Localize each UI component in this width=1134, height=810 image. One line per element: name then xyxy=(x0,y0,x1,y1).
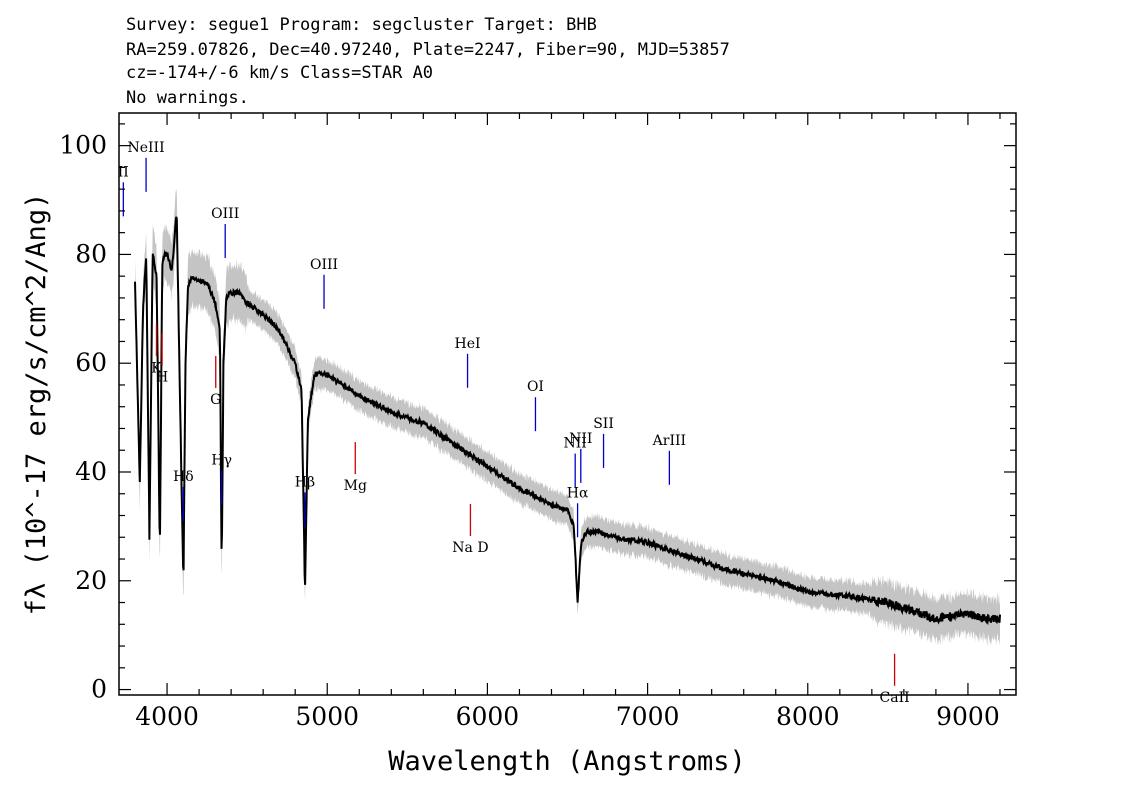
spectral-line-labels: IINeIIIHδHγOIIIHβOIIIHeIOINIIHαNIISIIArI… xyxy=(118,140,910,706)
x-axis-ticks: 4000 5000 6000 7000 8000 9000 xyxy=(135,113,1001,731)
line-marker-ariii: ArIII xyxy=(652,433,686,485)
line-marker-hα: Hα xyxy=(567,485,589,538)
line-marker-mg: Mg xyxy=(344,442,367,494)
x-tick-label: 9000 xyxy=(936,702,1000,731)
flux-series-line xyxy=(134,216,1001,626)
header-line-4: No warnings. xyxy=(126,88,249,108)
line-marker-label: K xyxy=(151,360,162,376)
x-tick-label: 4000 xyxy=(135,702,199,731)
line-marker-label: G xyxy=(210,392,221,408)
line-marker-label: OI xyxy=(527,379,544,395)
line-marker-g: G xyxy=(210,355,221,408)
y-tick-label: 0 xyxy=(91,675,107,704)
line-marker-hβ: Hβ xyxy=(295,474,315,527)
line-marker-label: II xyxy=(118,164,129,180)
line-marker-label: Na D xyxy=(452,540,488,556)
flux-error-band-area xyxy=(135,188,1000,646)
x-tick-label: 6000 xyxy=(456,702,520,731)
line-marker-label: NeIII xyxy=(127,140,164,156)
y-tick-label: 60 xyxy=(75,348,107,377)
line-marker-label: H xyxy=(156,369,168,385)
line-marker-nii: NII xyxy=(564,436,587,488)
flux-error-band xyxy=(135,188,1000,646)
line-marker-label: OIII xyxy=(211,206,239,222)
line-marker-oiii: OIII xyxy=(310,257,338,309)
x-tick-label: 7000 xyxy=(616,702,680,731)
line-marker-label: OIII xyxy=(310,257,338,273)
x-tick-label: 5000 xyxy=(295,702,359,731)
line-marker-label: SII xyxy=(593,416,614,432)
x-axis-label: Wavelength (Angstroms) xyxy=(388,746,746,777)
y-tick-label: 20 xyxy=(75,566,107,595)
line-marker-label: CaII xyxy=(880,690,910,706)
header-line-3: cz=-174+/-6 km/s Class=STAR A0 xyxy=(126,63,433,83)
plot-frame xyxy=(118,112,1017,696)
line-marker-label: Hδ xyxy=(173,469,194,485)
line-marker-label: Mg xyxy=(344,478,367,494)
line-marker-label: Hα xyxy=(567,485,589,501)
header-block: Survey: segue1 Program: segcluster Targe… xyxy=(126,15,730,108)
line-marker-label: NII xyxy=(569,431,592,447)
line-marker-label: Hγ xyxy=(211,453,232,469)
x-tick-label: 8000 xyxy=(776,702,840,731)
line-marker-neiii: NeIII xyxy=(127,140,165,192)
y-tick-label: 100 xyxy=(59,131,107,160)
y-tick-label: 80 xyxy=(75,239,107,268)
y-tick-label: 40 xyxy=(75,457,107,486)
line-marker-label: HeI xyxy=(455,336,481,352)
line-marker-k: K xyxy=(151,324,162,376)
line-marker-hγ: Hγ xyxy=(211,453,232,505)
line-marker-label: ArIII xyxy=(652,433,686,449)
line-marker-h: H xyxy=(156,333,168,385)
line-marker-caii: CaII xyxy=(880,653,910,706)
y-axis-ticks: 0 20 40 60 80 100 xyxy=(59,123,1016,704)
line-marker-hei: HeI xyxy=(455,336,481,388)
line-marker-sii: SII xyxy=(593,416,614,468)
line-marker-hδ: Hδ xyxy=(173,469,194,521)
line-marker-oiii: OIII xyxy=(211,206,239,259)
y-axis-label: fλ (10^-17 erg/s/cm^2/Ang) xyxy=(21,193,52,616)
line-marker-label: NII xyxy=(564,436,587,452)
line-marker-oi: OI xyxy=(527,379,544,432)
header-line-2: RA=259.07826, Dec=40.97240, Plate=2247, … xyxy=(126,40,730,60)
header-line-1: Survey: segue1 Program: segcluster Targe… xyxy=(126,15,597,35)
line-marker-label: Hβ xyxy=(295,474,315,490)
line-marker-nii: NII xyxy=(569,431,592,483)
line-marker-na-d: Na D xyxy=(452,503,489,556)
